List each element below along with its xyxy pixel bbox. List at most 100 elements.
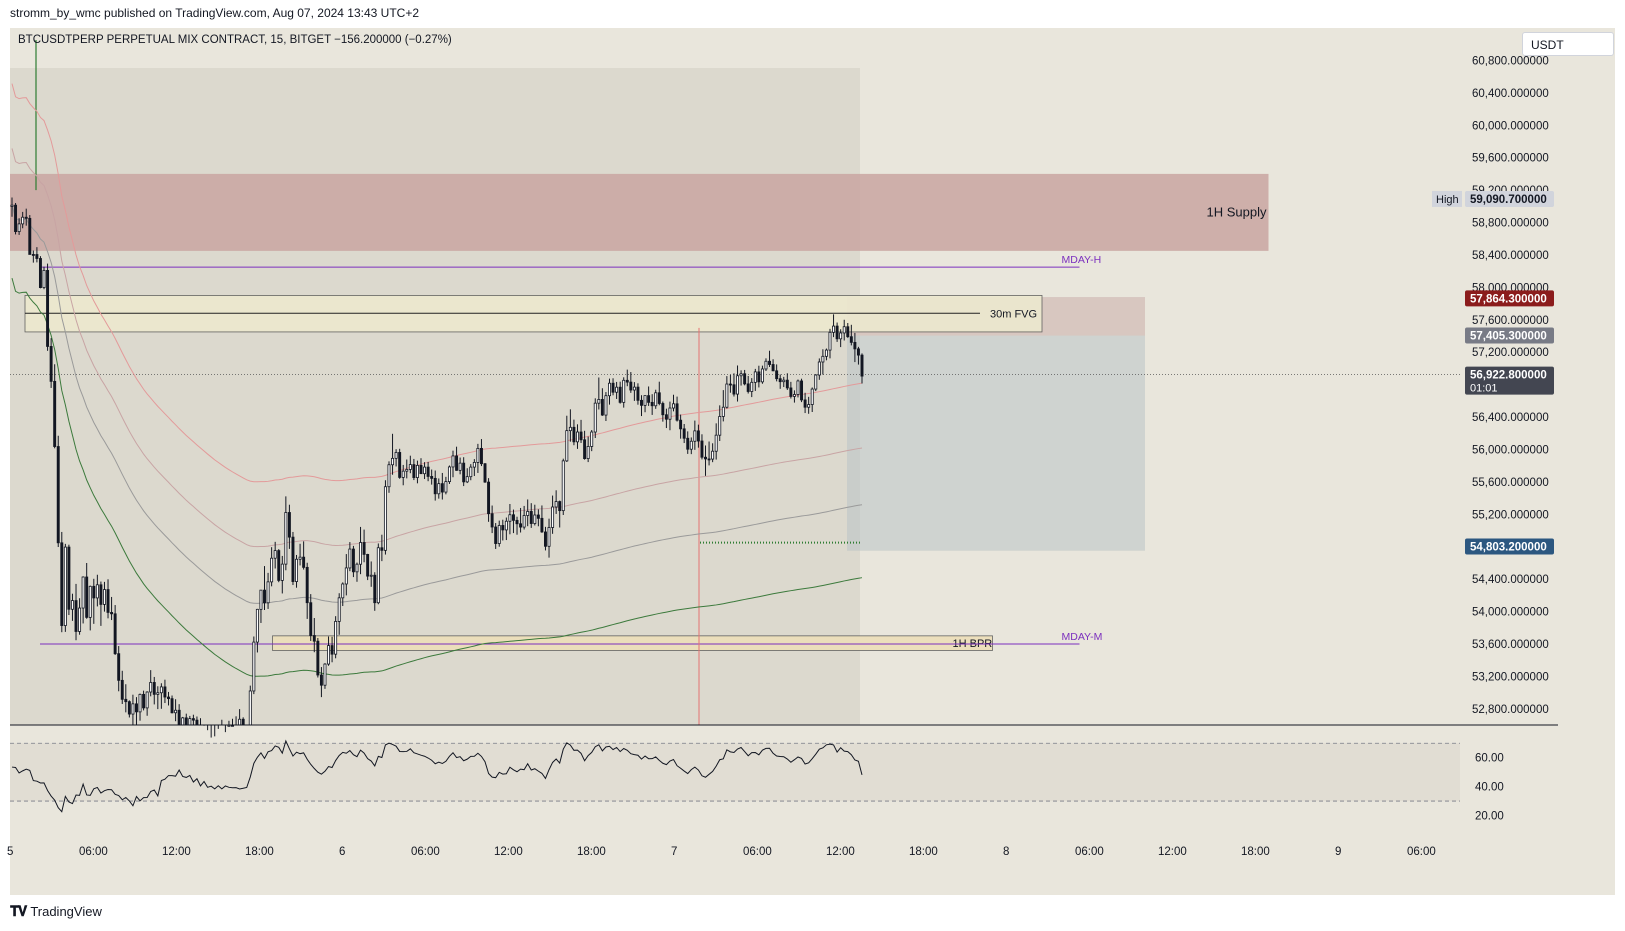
candle-body-27 — [106, 589, 110, 613]
candle-body-35 — [135, 703, 138, 713]
price-label-sub-3: 01:01 — [1470, 383, 1498, 395]
candle-body-46 — [174, 709, 178, 714]
candle-body-234 — [842, 326, 846, 334]
candle-body-75 — [277, 550, 281, 581]
candle-body-193 — [696, 430, 700, 442]
candle-body-202 — [728, 383, 732, 386]
y-tick-12: 56,000.000000 — [1472, 444, 1549, 456]
candle-body-103 — [376, 547, 380, 604]
candle-body-141 — [511, 514, 515, 521]
candle-body-199 — [718, 416, 722, 436]
band-lower — [11, 277, 863, 677]
level-label-1: MDAY-M — [1062, 631, 1103, 643]
candle-body-212 — [764, 360, 768, 370]
candle-body-213 — [768, 360, 771, 365]
candle-body-176 — [636, 386, 640, 401]
candle-body-91 — [334, 621, 338, 655]
rsi-tick-0: 60.00 — [1475, 753, 1504, 765]
candle-body-201 — [725, 383, 729, 408]
candle-body-142 — [515, 519, 519, 525]
candle-body-132 — [479, 447, 483, 465]
candle-body-172 — [622, 379, 626, 403]
band-upper-1 — [11, 148, 863, 548]
candle-body-197 — [711, 450, 715, 460]
candle-body-71 — [263, 589, 266, 604]
x-tick-17: 06:00 — [1407, 846, 1436, 858]
candle-body-40 — [152, 682, 156, 695]
candle-body-26 — [103, 589, 106, 605]
candle-body-19 — [78, 607, 82, 632]
price-label-bg-4 — [1465, 538, 1554, 555]
candle-body-93 — [341, 583, 345, 599]
currency-selector[interactable]: USDT — [1522, 32, 1614, 56]
candle-body-15 — [63, 546, 67, 626]
candle-body-52 — [195, 719, 199, 726]
price-label-bg-3 — [1465, 366, 1554, 395]
candle-body-178 — [643, 395, 647, 406]
candle-body-163 — [590, 431, 594, 447]
candle-body-221 — [796, 380, 800, 395]
candle-body-227 — [817, 361, 821, 376]
candle-body-157 — [568, 426, 572, 432]
candle-body-106 — [387, 464, 391, 488]
candle-body-224 — [807, 404, 811, 408]
x-tick-9: 06:00 — [743, 846, 772, 858]
candle-body-85 — [312, 635, 316, 642]
candle-body-1 — [14, 204, 18, 232]
y-tick-16: 54,400.000000 — [1472, 574, 1549, 586]
candle-body-110 — [401, 470, 405, 478]
candle-body-31 — [120, 679, 124, 700]
candle-body-229 — [824, 349, 828, 357]
candle-body-181 — [654, 392, 658, 407]
candle-body-69 — [255, 608, 259, 643]
candle-body-165 — [597, 399, 601, 404]
candle-body-137 — [497, 525, 501, 544]
candle-body-231 — [832, 325, 836, 333]
candle-body-186 — [672, 403, 675, 409]
candle-body-16 — [67, 546, 71, 610]
candle-body-154 — [558, 501, 562, 512]
candle-body-166 — [600, 399, 604, 416]
candle-body-232 — [835, 325, 839, 340]
candle-body-196 — [707, 458, 711, 461]
candle-body-204 — [736, 375, 739, 395]
x-tick-13: 06:00 — [1075, 846, 1104, 858]
candle-body-187 — [675, 403, 679, 421]
candle-body-94 — [344, 567, 348, 585]
candle-body-115 — [419, 465, 423, 475]
footer-brand[interactable]: 𝐓𝐕 TradingView — [10, 903, 102, 920]
candle-body-70 — [259, 589, 263, 610]
candle-body-205 — [739, 373, 743, 377]
y-tick-17: 54,000.000000 — [1472, 607, 1549, 619]
price-label-bg-2 — [1465, 327, 1554, 344]
candle-body-128 — [465, 476, 469, 483]
candle-body-34 — [131, 703, 135, 715]
candle-body-228 — [821, 355, 825, 363]
candle-body-84 — [309, 602, 313, 636]
candle-body-150 — [544, 531, 547, 547]
candle-body-209 — [753, 371, 757, 383]
candle-body-155 — [561, 460, 565, 512]
y-tick-19: 53,200.000000 — [1472, 671, 1549, 683]
candle-body-117 — [426, 466, 430, 477]
candle-body-214 — [771, 364, 775, 372]
candle-body-164 — [593, 402, 597, 433]
candle-body-14 — [60, 542, 64, 626]
x-tick-12: 8 — [1003, 846, 1009, 858]
candle-body-188 — [679, 419, 683, 430]
candle-body-47 — [177, 709, 181, 726]
candle-body-179 — [647, 395, 651, 403]
candle-body-33 — [127, 701, 131, 715]
candle-body-125 — [455, 455, 459, 471]
candle-body-4 — [24, 216, 28, 219]
candle-body-171 — [618, 386, 622, 403]
zone-label-1: 30m FVG — [990, 309, 1037, 321]
candle-body-82 — [302, 556, 306, 568]
tradingview-logo-icon: 𝐓𝐕 — [10, 903, 27, 919]
candle-body-167 — [604, 395, 608, 416]
candle-body-104 — [380, 547, 384, 551]
y-tick-11: 56,400.000000 — [1472, 412, 1549, 424]
candle-body-73 — [270, 557, 274, 583]
candle-body-143 — [519, 523, 523, 528]
